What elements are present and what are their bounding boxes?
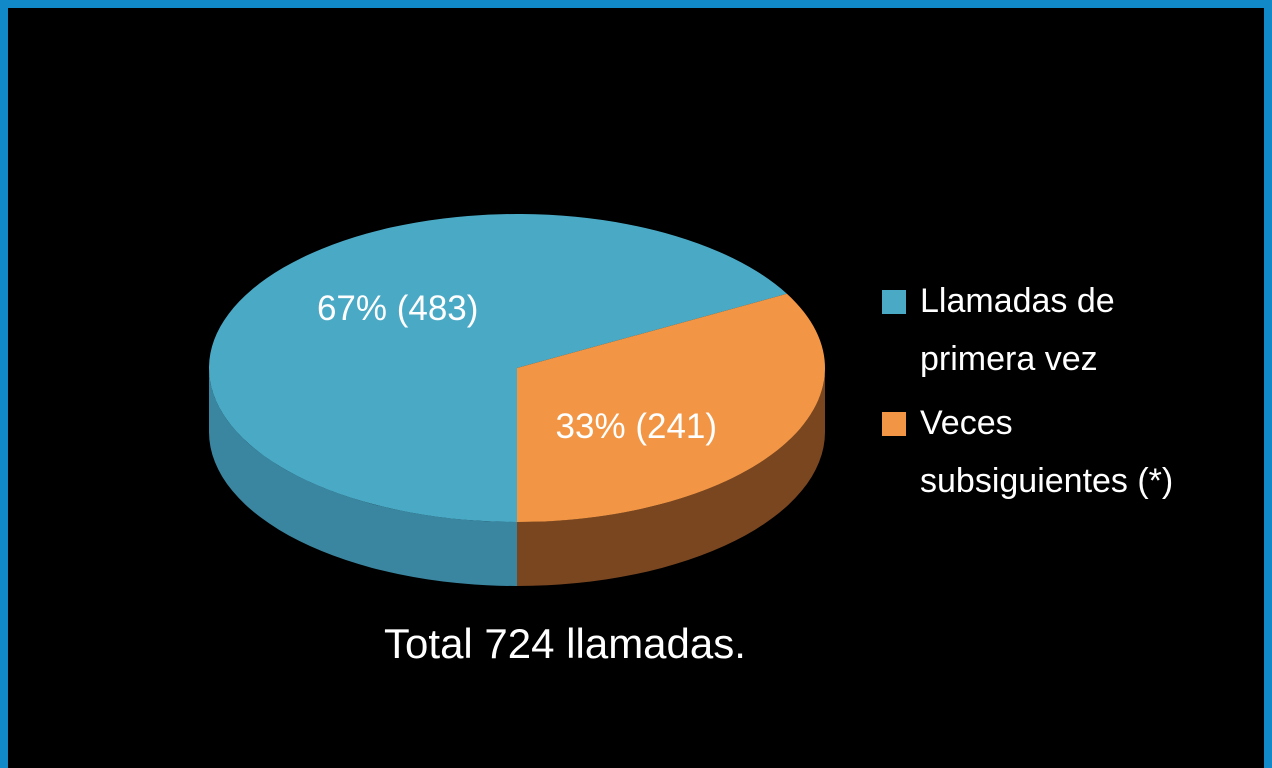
pie-slice [517,293,825,522]
pie-sides [209,368,825,586]
legend-swatch [882,412,906,436]
pie-slice [208,213,787,522]
legend-swatch [882,290,906,314]
annotation: Total 724 llamadas. [384,620,746,667]
legend-item: Veces subsiguientes (*) [882,394,1252,510]
legend-label: Veces subsiguientes (*) [920,404,1174,500]
legend: Llamadas de primera vez Veces subsiguient… [882,272,1252,516]
legend-label: Llamadas de primera vez [920,282,1115,378]
data-label: 67% (483) [316,289,479,329]
legend-item: Llamadas de primera vez [882,272,1252,388]
pie-side [209,368,517,586]
data-label: 33% (241) [555,406,718,446]
pie-side [517,368,825,586]
